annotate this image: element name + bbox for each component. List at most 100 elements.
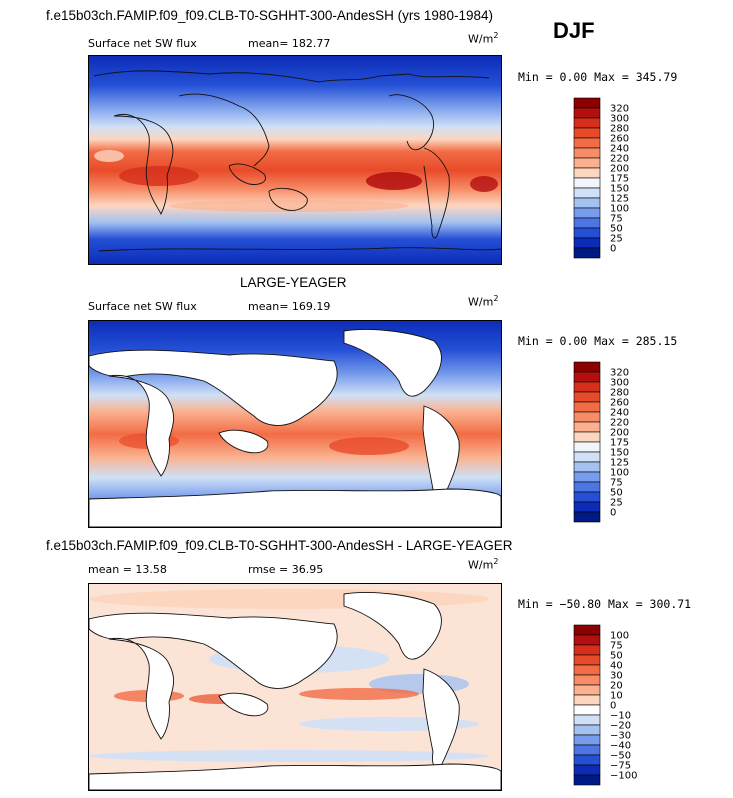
colorbar-box (573, 421, 601, 433)
season-label: DJF (553, 18, 595, 43)
colorbar-tick-label: 20 (610, 681, 623, 692)
panel3-units: W/m2 (468, 557, 499, 572)
colorbar-box (573, 674, 601, 686)
colorbar-box (573, 371, 601, 383)
panel1-variable: Surface net SW flux (88, 37, 197, 50)
colorbar-tick-label: −20 (610, 721, 631, 732)
colorbar-tick-label: 10 (610, 691, 623, 702)
colorbar-box (573, 157, 601, 169)
colorbar-tick-label: 150 (610, 448, 629, 459)
panel1-colorbar: 320 300 280 260 240 220 200 175 150 125 100 75 50 25 0 (573, 97, 629, 259)
colorbar-box (573, 167, 601, 179)
colorbar-box (573, 451, 601, 463)
colorbar-box (573, 97, 601, 109)
colorbar-box (573, 107, 601, 119)
panel2-map (88, 320, 502, 528)
colorbar-box (573, 391, 601, 403)
colorbar-box (573, 664, 601, 676)
panel2-map-canvas (89, 321, 501, 527)
panel2-land (89, 329, 501, 527)
colorbar-box (573, 441, 601, 453)
colorbar-box (573, 247, 601, 259)
colorbar-tick-label: 0 (610, 508, 616, 519)
colorbar-box (573, 684, 601, 696)
colorbar-tick-label: 175 (610, 438, 629, 449)
colorbar-box (573, 177, 601, 189)
colorbar-tick-label: −40 (610, 741, 631, 752)
colorbar-tick-label: 220 (610, 154, 629, 165)
panel2-mean: mean= 169.19 (248, 300, 331, 313)
panel3-mean: mean = 13.58 (88, 563, 167, 576)
colorbar-tick-label: −50 (610, 751, 631, 762)
colorbar-tick-label: 320 (610, 104, 629, 115)
colorbar-box (573, 401, 601, 413)
colorbar-box (573, 237, 601, 249)
colorbar-tick-label: 100 (610, 631, 629, 642)
panel2-section-title: LARGE-YEAGER (240, 275, 347, 290)
colorbar-tick-label: 280 (610, 124, 629, 135)
panel1-minmax: Min = 0.00 Max = 345.79 (518, 70, 678, 84)
colorbar-tick-label: 300 (610, 114, 629, 125)
colorbar-box (573, 187, 601, 199)
colorbar-box (573, 207, 601, 219)
panel3-rmse: rmse = 36.95 (248, 563, 324, 576)
colorbar-tick-label: 260 (610, 134, 629, 145)
colorbar-box (573, 127, 601, 139)
colorbar-box (573, 654, 601, 666)
colorbar-box (573, 694, 601, 706)
colorbar-box (573, 624, 601, 636)
colorbar-tick-label: 75 (610, 478, 623, 489)
panel1-coastlines (93, 70, 501, 252)
colorbar-box (573, 704, 601, 716)
panel3-map-canvas (89, 584, 501, 790)
colorbar-tick-label: 0 (610, 701, 616, 712)
colorbar-box (573, 734, 601, 746)
panel2-minmax: Min = 0.00 Max = 285.15 (518, 334, 678, 348)
colorbar-box (573, 117, 601, 129)
colorbar-box (573, 197, 601, 209)
colorbar-tick-label: 30 (610, 671, 623, 682)
colorbar-box (573, 381, 601, 393)
colorbar-tick-label: 320 (610, 368, 629, 379)
colorbar-tick-label: 75 (610, 641, 623, 652)
colorbar-box (573, 137, 601, 149)
colorbar-box (573, 714, 601, 726)
colorbar-tick-label: 280 (610, 388, 629, 399)
colorbar-tick-label: −30 (610, 731, 631, 742)
colorbar-tick-label: 0 (610, 244, 616, 255)
colorbar-tick-label: −75 (610, 761, 631, 772)
colorbar-tick-label: 50 (610, 651, 623, 662)
colorbar-box (573, 774, 601, 786)
panel2-colorbar: 320 300 280 260 240 220 200 175 150 125 100 75 50 25 0 (573, 361, 629, 523)
panel3-section-title: f.e15b03ch.FAMIP.f09_f09.CLB-T0-SGHHT-30… (46, 538, 513, 553)
colorbar-tick-label: −100 (610, 771, 637, 782)
colorbar-box (573, 217, 601, 229)
colorbar-box (573, 411, 601, 423)
colorbar-box (573, 227, 601, 239)
colorbar-tick-label: 40 (610, 661, 623, 672)
colorbar-tick-label: 50 (610, 224, 623, 235)
colorbar-box (573, 744, 601, 756)
panel3-land (89, 592, 501, 790)
colorbar-box (573, 764, 601, 776)
colorbar-box (573, 634, 601, 646)
colorbar-tick-label: 125 (610, 194, 629, 205)
colorbar-box (573, 361, 601, 373)
colorbar-box (573, 431, 601, 443)
colorbar-tick-label: 240 (610, 144, 629, 155)
colorbar-tick-label: 260 (610, 398, 629, 409)
panel1-mean: mean= 182.77 (248, 37, 331, 50)
colorbar-tick-label: 200 (610, 164, 629, 175)
colorbar-box (573, 481, 601, 493)
colorbar-box (573, 471, 601, 483)
colorbar-box (573, 724, 601, 736)
colorbar-box (573, 491, 601, 503)
panel2-variable: Surface net SW flux (88, 300, 197, 313)
panel3-map (88, 583, 502, 791)
colorbar-tick-label: 150 (610, 184, 629, 195)
case-title: f.e15b03ch.FAMIP.f09_f09.CLB-T0-SGHHT-30… (46, 8, 493, 23)
colorbar-tick-label: 25 (610, 498, 623, 509)
panel3-colorbar: 100 75 50 40 30 20 10 0 −10 −20 −30 −40 −50 −75 −100 (573, 624, 637, 786)
